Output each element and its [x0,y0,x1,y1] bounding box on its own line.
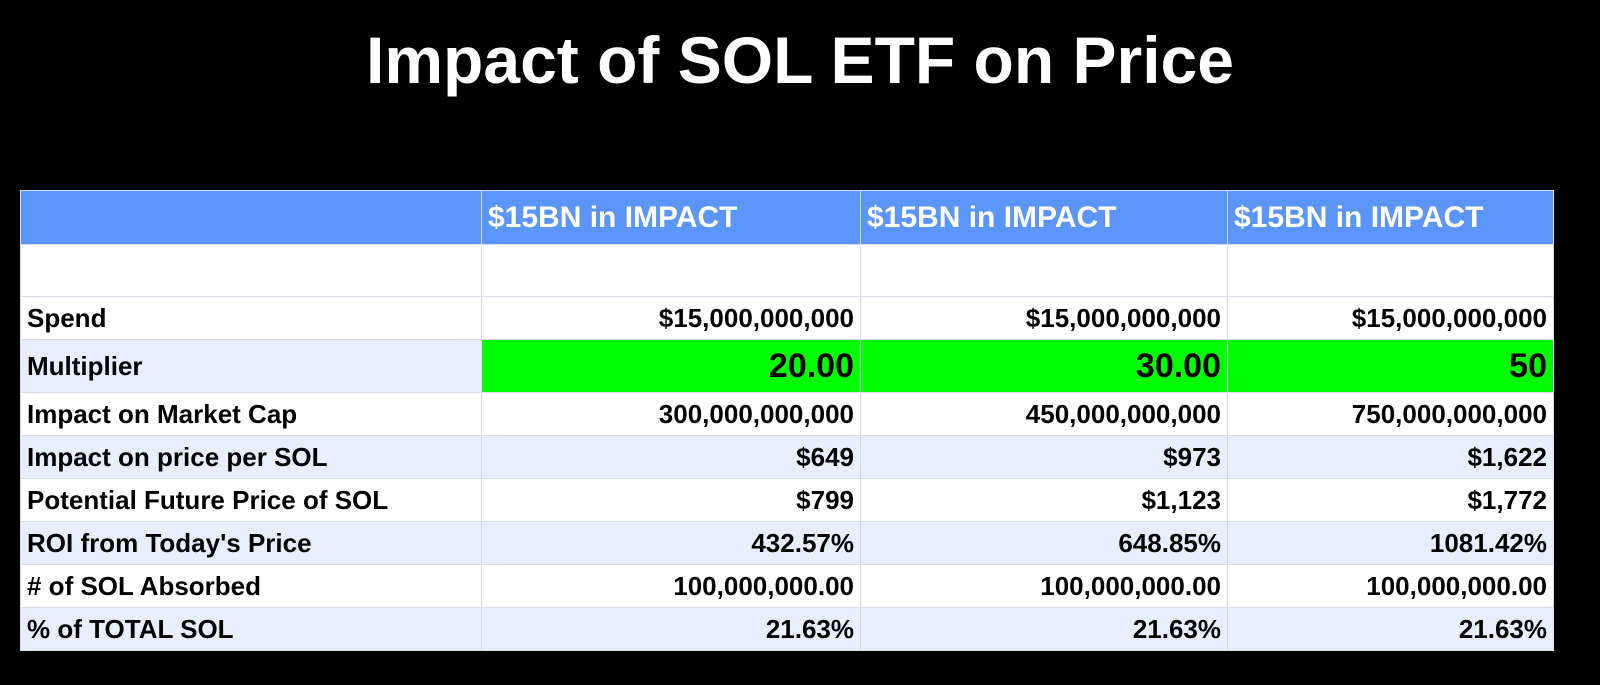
row-label: # of SOL Absorbed [20,564,482,608]
empty-row [20,244,1554,297]
row-label: ROI from Today's Price [20,521,482,565]
row: Impact on Market Cap 300,000,000,000 450,0… [20,392,1554,436]
cell: $1,622 [1227,435,1554,479]
row-label: Impact on price per SOL [20,435,482,479]
cell [481,244,861,297]
cell: $1,123 [860,478,1228,522]
title: Impact of SOL ETF on Price [366,23,1234,97]
header-cell: $15BN in IMPACT [481,190,861,245]
header-cell: $15BN in IMPACT [1227,190,1554,245]
cell: 100,000,000.00 [481,564,861,608]
row-label: % of TOTAL SOL [20,607,482,651]
row-label: Multiplier [20,339,482,393]
cell: 750,000,000,000 [1227,392,1554,436]
cell: 300,000,000,000 [481,392,861,436]
row: Impact on price per SOL $649 $973 $1,622 [20,435,1554,479]
row-label: Impact on Market Cap [20,392,482,436]
cell: 450,000,000,000 [860,392,1228,436]
cell: 20.00 [481,339,861,393]
cell: 100,000,000.00 [860,564,1228,608]
row-label: Spend [20,296,482,340]
row: Multiplier 20.00 30.00 50 [20,339,1554,393]
header-cell: $15BN in IMPACT [860,190,1228,245]
header-row: $15BN in IMPACT $15BN in IMPACT $15BN in I… [20,190,1554,245]
row: ROI from Today's Price 432.57% 648.85% 1081… [20,521,1554,565]
cell: 21.63% [1227,607,1554,651]
impact-table: $15BN in IMPACT $15BN in IMPACT $15BN in I… [20,190,1554,651]
row-label: Potential Future Price of SOL [20,478,482,522]
row: Potential Future Price of SOL $799 $1,123 $… [20,478,1554,522]
cell: 30.00 [860,339,1228,393]
cell: $1,772 [1227,478,1554,522]
header-cell [20,190,482,245]
cell: $15,000,000,000 [481,296,861,340]
cell: 50 [1227,339,1554,393]
cell [20,244,482,297]
cell [1227,244,1554,297]
cell: 21.63% [481,607,861,651]
cell: $649 [481,435,861,479]
row: % of TOTAL SOL 21.63% 21.63% 21.63% [20,607,1554,651]
cell: $15,000,000,000 [860,296,1228,340]
cell: $799 [481,478,861,522]
cell: 100,000,000.00 [1227,564,1554,608]
row: # of SOL Absorbed 100,000,000.00 100,000,0… [20,564,1554,608]
cell: 21.63% [860,607,1228,651]
cell: $973 [860,435,1228,479]
cell: $15,000,000,000 [1227,296,1554,340]
cell [860,244,1228,297]
cell: 1081.42% [1227,521,1554,565]
row: Spend $15,000,000,000 $15,000,000,000 $15,0… [20,296,1554,340]
cell: 648.85% [860,521,1228,565]
cell: 432.57% [481,521,861,565]
